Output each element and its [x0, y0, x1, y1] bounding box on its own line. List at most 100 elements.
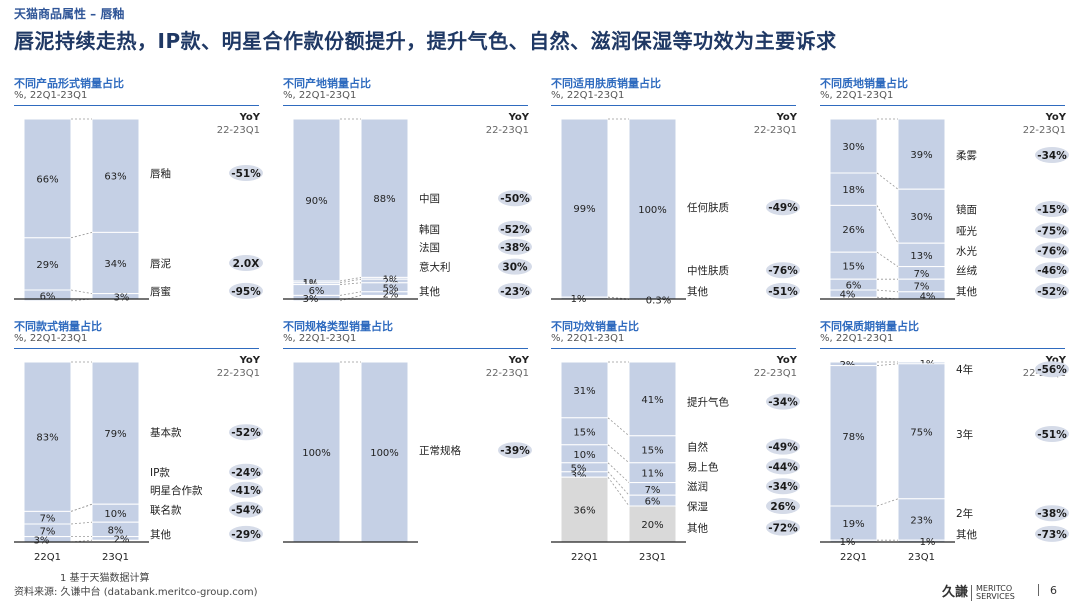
bar-segment: [292, 294, 341, 302]
data-label: 66%: [36, 174, 58, 185]
bar-segment: [360, 118, 409, 278]
data-label: 39%: [910, 150, 932, 161]
bar-segment: [23, 237, 72, 291]
yoy-badge: [1035, 201, 1069, 217]
series-label: 任何肤质: [687, 201, 729, 214]
data-label: 0.3%: [646, 295, 671, 306]
series-label: 其他: [956, 528, 977, 541]
chart-panel: 不同保质期销量占比%, 22Q1-23Q1YoY22-23Q12%78%19%1…: [820, 318, 1069, 573]
series-label: 唇泥: [150, 257, 171, 270]
data-label: 20%: [641, 520, 663, 531]
page-title: 唇泥持续走热，IP款、明星合作款份额提升，提升气色、自然、滋润保湿等功效为主要诉…: [14, 29, 837, 53]
series-label: 滋润: [687, 480, 708, 493]
connector-line: [876, 498, 899, 507]
yoy-value: -50%: [500, 193, 530, 205]
chart-subtitle: %, 22Q1-23Q1: [820, 333, 894, 344]
footnote: 1 基于天猫数据计算: [60, 573, 150, 584]
chart-panel: 不同质地销量占比%, 22Q1-23Q1 YoY 22-23Q1 30% 18% 26% 1…: [820, 75, 1069, 330]
yoy-badge: [498, 190, 532, 207]
yoy-badge: [498, 282, 532, 299]
chart-subtitle: %, 22Q1-23Q1: [283, 333, 357, 344]
yoy-value: 2.0X: [233, 258, 260, 270]
data-label: 79%: [104, 429, 126, 440]
yoy-value: -49%: [768, 202, 798, 214]
yoy-badge: [1035, 505, 1069, 522]
series-label: 中性肤质: [687, 264, 729, 277]
connector-line: [339, 277, 362, 282]
chart-subtitle: %, 22Q1-23Q1: [14, 90, 88, 101]
series-label: 其他: [687, 285, 708, 298]
yoy-header: YoY: [776, 112, 797, 123]
connector-line: [339, 295, 362, 302]
yoy-value: -52%: [1037, 286, 1067, 298]
yoy-header: YoY: [776, 355, 797, 366]
bar-segment: [560, 361, 609, 419]
yoy-badge: [229, 282, 263, 299]
x-tick-label: 23Q1: [102, 552, 129, 563]
series-label: 镜面: [956, 203, 977, 216]
stacked-bar-chart: 66% 29% 6% 63% 34% 3% 唇釉 -51% 唇泥 2.0X 唇蜜 -95%: [14, 118, 263, 303]
connector-line: [70, 503, 93, 512]
yoy-badge: [1035, 525, 1069, 542]
data-label: 2%: [383, 290, 399, 301]
bar-segment: [23, 289, 72, 302]
yoy-value: -51%: [231, 168, 261, 180]
yoy-value: -52%: [500, 224, 530, 236]
bar-segment: [628, 505, 677, 543]
data-label: 5%: [571, 463, 587, 474]
data-label: 19%: [842, 519, 864, 530]
series-label: 韩国: [419, 223, 440, 236]
bar-segment: [292, 118, 341, 282]
data-label: 5%: [383, 283, 399, 294]
data-label: 100%: [302, 448, 331, 459]
data-label: 29%: [36, 260, 58, 271]
chart-panel: 不同产地销量占比%, 22Q1-23Q1YoY22-23Q190%1%1%6%3…: [283, 75, 532, 330]
yoy-value: -24%: [231, 467, 261, 479]
bar-segment: [829, 172, 878, 206]
x-tick-label: 22Q1: [571, 552, 598, 563]
data-label: 15%: [842, 262, 864, 273]
data-label: 15%: [573, 427, 595, 438]
yoy-badge: [766, 282, 800, 299]
series-label: 唇釉: [150, 167, 171, 180]
yoy-period: 22-23Q1: [216, 125, 260, 136]
yoy-value: 26%: [770, 501, 796, 513]
title-rule: [820, 105, 1065, 106]
data-label: 100%: [370, 448, 399, 459]
data-label: 7%: [40, 514, 56, 525]
data-label: 26%: [842, 225, 864, 236]
brand-logo: 久謙 MERITCO SERVICES: [942, 581, 1015, 601]
connector-line: [876, 205, 899, 244]
bar-segment: [360, 361, 409, 543]
bar-segment: [897, 188, 946, 244]
stacked-bar-chart: 30%18%26%15%6%4%39%30%13%7%7%4%柔雾 -34%镜面 -…: [820, 118, 1069, 302]
brand-en-line2: SERVICES: [976, 591, 1015, 601]
bar-segment: [628, 118, 677, 300]
bar-segment: [829, 289, 878, 298]
yoy-value: -34%: [1037, 150, 1067, 162]
bar-segment: [560, 118, 609, 298]
title-rule: [283, 105, 528, 106]
data-label: 31%: [573, 386, 595, 397]
bar-segment: [829, 505, 878, 541]
yoy-badge: [1035, 426, 1069, 442]
data-label: 6%: [309, 286, 325, 297]
data-label: 4%: [920, 291, 936, 302]
data-label: 41%: [641, 395, 663, 406]
yoy-value: 30%: [502, 262, 528, 274]
chart-panel: 不同适用肤质销量占比%, 22Q1-23Q1 YoY 22-23Q1 99% 1% 100…: [551, 75, 800, 330]
connector-line: [70, 232, 93, 239]
chart-title: 不同规格类型销量占比: [283, 320, 393, 333]
yoy-value: -76%: [1037, 245, 1067, 257]
data-label: 30%: [910, 212, 932, 223]
chart-title: 不同保质期销量占比: [820, 320, 919, 333]
chart-panel: 不同产品形式销量占比%, 22Q1-23Q1 YoY 22-23Q1 66% 29% 6%…: [14, 75, 263, 330]
yoy-badge: [229, 501, 263, 518]
yoy-badge: [229, 463, 263, 480]
chart-title: 不同产地销量占比: [283, 77, 371, 90]
connector-line: [607, 417, 630, 437]
yoy-badge: [766, 458, 800, 475]
series-label: 正常规格: [419, 444, 461, 457]
breadcrumb: 天猫商品属性 – 唇釉: [14, 7, 125, 21]
